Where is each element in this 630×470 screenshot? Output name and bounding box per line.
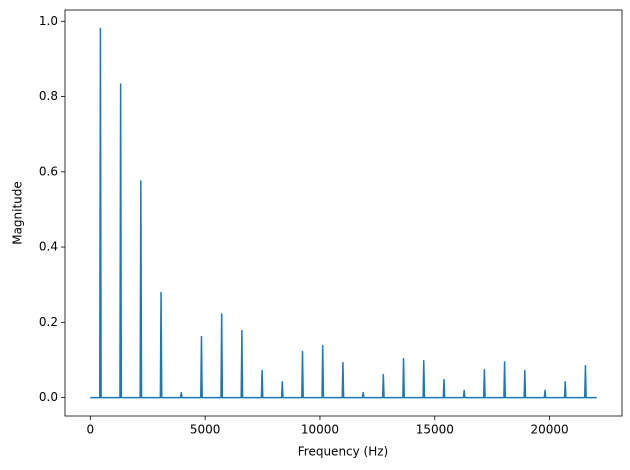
- y-tick-label: 0.0: [39, 390, 58, 404]
- y-tick-label: 0.2: [39, 315, 58, 329]
- y-tick-label: 1.0: [39, 14, 58, 28]
- y-tick-label: 0.6: [39, 164, 58, 178]
- x-tick-label: 15000: [416, 423, 454, 437]
- y-tick-label: 0.8: [39, 89, 58, 103]
- axes-frame: [64, 9, 623, 417]
- x-tick-label: 10000: [301, 423, 339, 437]
- x-tick-label: 20000: [531, 423, 569, 437]
- x-axis-label: Frequency (Hz): [298, 445, 389, 459]
- x-tick-label: 5000: [190, 423, 221, 437]
- spectrum-line: [90, 27, 597, 399]
- x-tick-label: 0: [86, 423, 94, 437]
- y-axis-label: Magnitude: [11, 181, 25, 245]
- y-tick-label: 0.4: [39, 240, 58, 254]
